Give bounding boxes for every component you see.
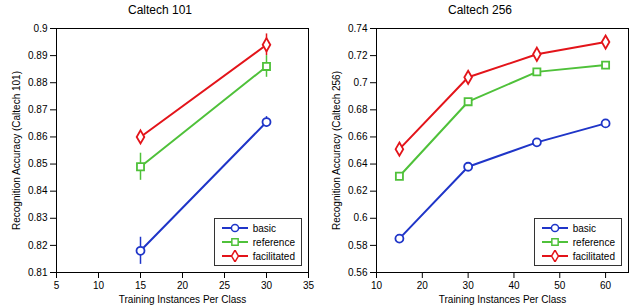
svg-text:0.7: 0.7: [354, 77, 368, 88]
svg-text:10: 10: [93, 280, 105, 291]
svg-text:0.82: 0.82: [28, 240, 48, 251]
html-text:reference: reference: [252, 236, 295, 248]
svg-text:0.85: 0.85: [28, 158, 48, 169]
svg-text:0.72: 0.72: [348, 50, 368, 61]
svg-text:35: 35: [303, 280, 315, 291]
html-text:facilitated: facilitated: [252, 250, 295, 262]
svg-text:25: 25: [219, 280, 231, 291]
svg-text:0.89: 0.89: [28, 50, 48, 61]
html-text:Caltech 101: Caltech 101: [128, 3, 192, 17]
svg-text:60: 60: [600, 280, 612, 291]
svg-text:0.84: 0.84: [28, 185, 48, 196]
svg-text:Recognition Accuracy (Caltech: Recognition Accuracy (Caltech 256): [331, 71, 342, 230]
svg-text:5: 5: [54, 280, 60, 291]
svg-text:0.81: 0.81: [28, 267, 48, 278]
svg-text:0.56: 0.56: [348, 267, 368, 278]
svg-text:10: 10: [371, 280, 383, 291]
svg-text:0.74: 0.74: [348, 23, 368, 34]
html-text:reference: reference: [572, 236, 615, 248]
svg-text:30: 30: [463, 280, 475, 291]
html-text:basic: basic: [252, 222, 277, 234]
svg-text:Training Instances Per Class: Training Instances Per Class: [439, 294, 566, 305]
svg-text:0.64: 0.64: [348, 158, 368, 169]
svg-text:0.6: 0.6: [354, 212, 368, 223]
html-text:Caltech 256: Caltech 256: [448, 3, 512, 17]
svg-text:0.88: 0.88: [28, 77, 48, 88]
svg-text:0.58: 0.58: [348, 240, 368, 251]
svg-text:Recognition Accuracy (Caltech: Recognition Accuracy (Caltech 101): [11, 71, 22, 230]
svg-text:15: 15: [135, 280, 147, 291]
svg-text:Training Instances Per Class: Training Instances Per Class: [119, 294, 246, 305]
svg-text:0.66: 0.66: [348, 131, 368, 142]
svg-text:0.68: 0.68: [348, 104, 368, 115]
svg-text:20: 20: [417, 280, 429, 291]
svg-text:30: 30: [261, 280, 273, 291]
svg-text:40: 40: [508, 280, 520, 291]
svg-text:0.86: 0.86: [28, 131, 48, 142]
svg-text:0.87: 0.87: [28, 104, 48, 115]
svg-text:0.9: 0.9: [34, 23, 48, 34]
svg-text:50: 50: [554, 280, 566, 291]
svg-text:20: 20: [177, 280, 189, 291]
svg-text:0.62: 0.62: [348, 185, 368, 196]
html-text:basic: basic: [572, 222, 597, 234]
html-text:facilitated: facilitated: [572, 250, 615, 262]
svg-text:0.83: 0.83: [28, 212, 48, 223]
